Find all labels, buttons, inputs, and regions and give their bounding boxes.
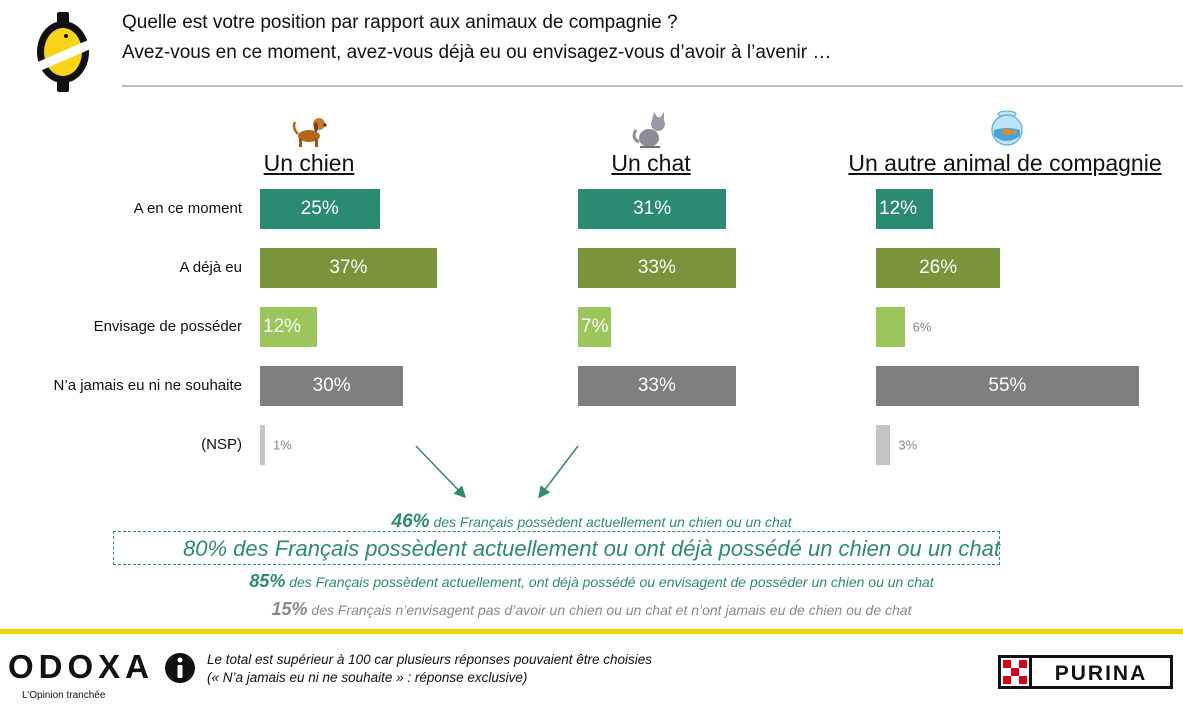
category-label-never: N’a jamais eu ni ne souhaite <box>53 377 242 394</box>
footer-note-2: (« N’a jamais eu ni ne souhaite » : répo… <box>207 670 528 685</box>
bar-had-g2 <box>876 248 1001 288</box>
footer-divider <box>0 629 1183 634</box>
bar-label-never-g2: 55% <box>988 375 1027 396</box>
bar-now-g0 <box>260 189 380 229</box>
group-title-cat: Un chat <box>611 150 691 176</box>
bar-label-never-g0: 30% <box>312 375 351 396</box>
bar-plan-g1 <box>578 307 612 347</box>
summary-line-85: 85% des Français possèdent actuellement,… <box>0 571 1183 592</box>
purina-text: PURINA <box>1055 662 1148 685</box>
bar-label-plan-g2: 6% <box>912 319 932 335</box>
bar-label-now-g1: 31% <box>633 198 672 219</box>
bar-never-g2 <box>876 366 1139 406</box>
summary-line-15: 15% des Français n’envisagent pas d’avoi… <box>0 599 1183 620</box>
summary-15-text: des Français n’envisagent pas d’avoir un… <box>307 602 912 618</box>
summary-line-46: 46% des Français possèdent actuellement … <box>0 511 1183 533</box>
fishbowl-icon <box>991 110 1023 146</box>
question-title: Quelle est votre position par rapport au… <box>122 12 678 33</box>
arrow-dog <box>415 445 467 499</box>
bar-label-nsp-g0: 1% <box>273 437 292 453</box>
arrows <box>415 445 579 499</box>
group-title-dog: Un chien <box>263 150 355 176</box>
odoxa-tagline: L’Opinion tranchée <box>22 690 106 701</box>
summary-46-text: des Français possèdent actuellement un c… <box>429 514 792 530</box>
bar-now-g2 <box>876 189 934 229</box>
bar-nsp-g2 <box>876 425 891 465</box>
bar-label-now-g0: 25% <box>300 198 339 219</box>
group-title-other: Un autre animal de compagnie <box>848 150 1162 176</box>
category-label-nsp: (NSP) <box>201 436 242 453</box>
highlight-box <box>113 531 1000 565</box>
summary-15-pct: 15% <box>271 599 308 619</box>
bar-label-now-g2: 12% <box>879 198 918 219</box>
bar-never-g0 <box>260 366 404 406</box>
bar-now-g1 <box>578 189 727 229</box>
bar-label-nsp-g2: 3% <box>898 437 918 453</box>
bar-label-plan-g0: 12% <box>263 316 302 337</box>
bar-had-g0 <box>260 248 437 288</box>
bar-plan-g0 <box>260 307 318 347</box>
bar-label-plan-g1: 7% <box>581 316 609 337</box>
summary-46-pct: 46% <box>391 511 430 532</box>
question-subtitle: Avez-vous en ce moment, avez-vous déjà e… <box>122 42 832 63</box>
bar-label-had-g1: 33% <box>637 257 676 278</box>
purina-logo: PURINA <box>998 655 1173 689</box>
arrow-cat <box>538 445 579 499</box>
bar-never-g1 <box>578 366 736 406</box>
summary-85-text: des Français possèdent actuellement, ont… <box>285 574 934 590</box>
bar-plan-g2 <box>876 307 905 347</box>
odoxa-logo: ODOXA <box>8 648 155 685</box>
category-label-now: A en ce moment <box>133 200 242 217</box>
dog-icon <box>292 118 327 147</box>
header-divider <box>122 85 1183 87</box>
summary-85-pct: 85% <box>249 571 286 591</box>
bar-had-g1 <box>578 248 736 288</box>
odoxa-badge-icon <box>33 12 93 92</box>
info-icon <box>165 653 195 683</box>
category-label-plan: Envisage de posséder <box>93 318 242 335</box>
bar-nsp-g0 <box>260 425 265 465</box>
footer-note-1: Le total est supérieur à 100 car plusieu… <box>207 652 653 667</box>
bar-label-had-g2: 26% <box>919 257 958 278</box>
bar-label-had-g0: 37% <box>329 257 368 278</box>
cat-icon <box>632 112 665 148</box>
category-label-had: A déjà eu <box>179 259 242 276</box>
bar-label-never-g1: 33% <box>637 375 676 396</box>
summary-line-80: 80% des Français possèdent actuellement … <box>183 536 1000 561</box>
